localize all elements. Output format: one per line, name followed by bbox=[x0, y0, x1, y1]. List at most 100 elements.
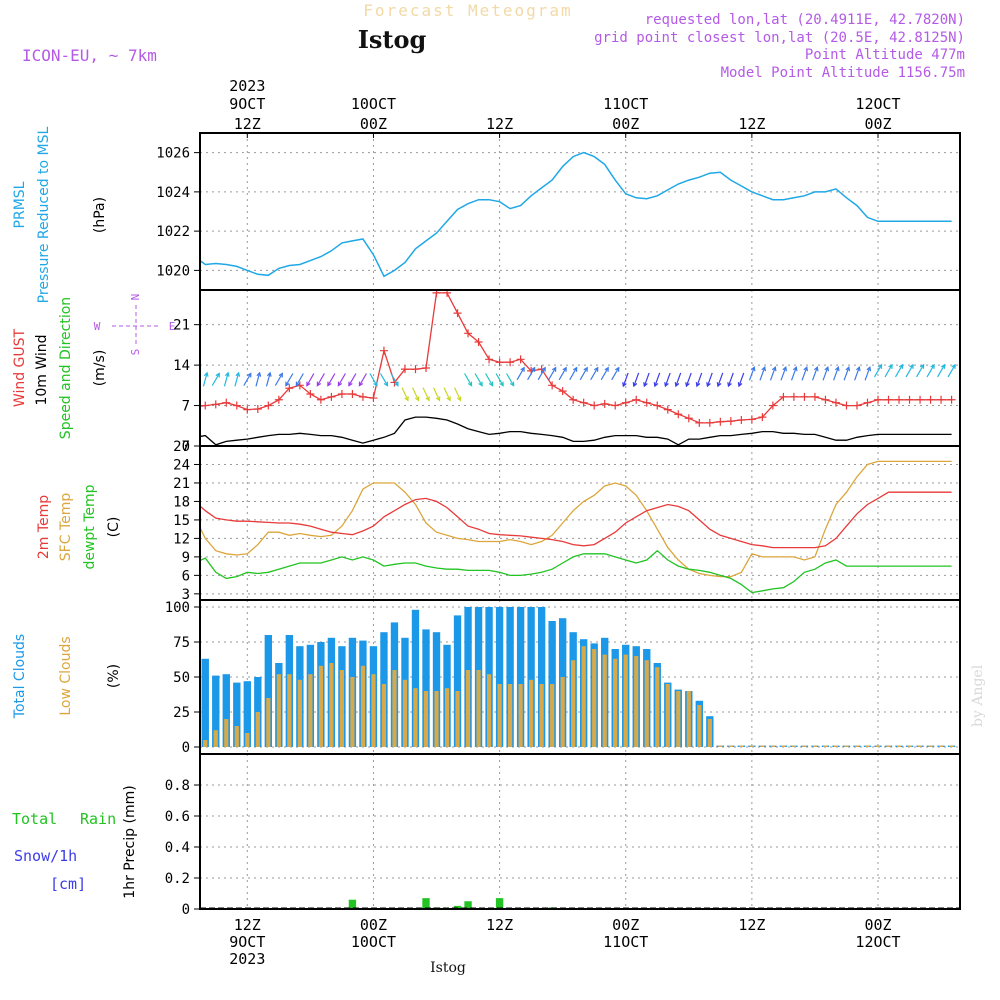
low-cloud-bar bbox=[886, 745, 891, 747]
model-altitude: Model Point Altitude 1156.75m bbox=[721, 65, 965, 81]
low-cloud-bar bbox=[402, 679, 408, 747]
wind-arrow-head bbox=[792, 366, 798, 372]
wind-arrow-head bbox=[337, 381, 343, 387]
wind-direction-arrow bbox=[348, 373, 357, 386]
bottom-time-label: 10OCT bbox=[351, 933, 396, 951]
low-cloud-bar bbox=[571, 660, 576, 747]
low-cloud-bar bbox=[266, 698, 271, 747]
low-cloud-bar bbox=[665, 684, 670, 747]
wind-direction-arrow bbox=[234, 372, 240, 387]
low-cloud-bar bbox=[245, 733, 250, 747]
gust-line bbox=[201, 292, 952, 424]
precip-ytick-label: 0.8 bbox=[165, 778, 190, 794]
total-cloud-bar bbox=[191, 674, 198, 747]
temp-ytick-label: 3 bbox=[182, 587, 190, 603]
gust-marker bbox=[170, 403, 178, 411]
low-cloud-bar bbox=[224, 719, 229, 747]
wind-direction-arrow bbox=[843, 366, 850, 381]
wind-arrow-head bbox=[247, 372, 252, 378]
low-cloud-bar bbox=[172, 733, 176, 747]
low-cloud-bar bbox=[613, 658, 618, 747]
wind-arrow-head bbox=[614, 366, 620, 372]
wind-arrow-head bbox=[446, 396, 451, 402]
low-cloud-bar bbox=[928, 745, 933, 747]
gust-marker bbox=[495, 358, 504, 367]
wind-direction-arrow bbox=[811, 366, 818, 381]
wind-ytick-label: 21 bbox=[173, 318, 190, 334]
wind-arrow-head bbox=[750, 366, 756, 372]
total-cloud-bar bbox=[527, 607, 535, 747]
gust-marker bbox=[611, 401, 620, 410]
gust-marker bbox=[348, 390, 357, 398]
precip-ytick-label: 0.4 bbox=[165, 840, 190, 856]
temp-2m-line bbox=[201, 491, 952, 549]
wind-direction-arrow bbox=[443, 387, 451, 401]
gust-marker bbox=[400, 365, 409, 374]
wind-arrow-head bbox=[695, 382, 701, 388]
bottom-time-label: 12Z bbox=[234, 916, 261, 934]
compass-w: W bbox=[94, 320, 101, 333]
wind-arrow-head bbox=[664, 382, 669, 388]
low-cloud-bar bbox=[529, 679, 534, 747]
gust-marker bbox=[831, 398, 840, 407]
wind-arrow-head bbox=[813, 366, 819, 372]
wind-direction-arrow bbox=[675, 372, 682, 387]
gust-marker bbox=[232, 401, 241, 410]
wind-arrow-head bbox=[716, 382, 722, 388]
gust-marker bbox=[737, 416, 746, 424]
low-cloud-bar bbox=[655, 667, 660, 747]
wind-arrow-head bbox=[866, 366, 872, 372]
wind-arrow-head bbox=[572, 366, 578, 372]
wind-direction-arrow bbox=[685, 372, 692, 387]
wind-direction-arrow bbox=[717, 372, 724, 387]
temp-ytick-label: 9 bbox=[182, 550, 190, 566]
total-cloud-bar bbox=[212, 675, 220, 747]
wind-arrow-head bbox=[404, 396, 409, 402]
gust-marker bbox=[779, 392, 788, 401]
low-cloud-bar bbox=[507, 684, 513, 747]
gust-marker bbox=[663, 405, 672, 414]
wind-arrow-head bbox=[727, 382, 732, 388]
wind-arrow-head bbox=[583, 366, 588, 372]
rain-bar bbox=[495, 898, 504, 908]
wind-direction-arrow bbox=[379, 373, 388, 386]
precip-label-total: Total bbox=[12, 810, 57, 828]
low-cloud-bar bbox=[151, 716, 155, 747]
gust-marker bbox=[264, 401, 273, 410]
total-cloud-bar bbox=[139, 701, 146, 747]
temp-ytick-label: 15 bbox=[173, 513, 190, 529]
gust-marker bbox=[937, 395, 946, 404]
bottom-time-label: 9OCT bbox=[229, 933, 265, 951]
wind-arrow-head bbox=[685, 382, 690, 388]
wind-arrow-head bbox=[674, 382, 680, 388]
low-cloud-bar bbox=[339, 670, 345, 747]
wind-direction-arrow bbox=[833, 366, 839, 381]
pressure-panel-frame bbox=[199, 132, 961, 291]
low-cloud-bar bbox=[865, 745, 870, 747]
bottom-time-label: 11OCT bbox=[603, 933, 648, 951]
wind-arrow-head bbox=[278, 372, 283, 378]
total-cloud-bar bbox=[411, 609, 420, 747]
wind-direction-arrow bbox=[590, 367, 599, 381]
wind-direction-arrow bbox=[327, 373, 336, 386]
low-cloud-bar bbox=[707, 719, 712, 747]
precip-panel-frame bbox=[199, 753, 961, 910]
total-cloud-bar bbox=[453, 615, 462, 747]
wind-arrow-head bbox=[435, 396, 441, 402]
wind-direction-arrow bbox=[411, 387, 419, 401]
wind-arrow-head bbox=[425, 396, 430, 402]
gust-marker bbox=[464, 329, 473, 338]
wind-ytick-label: 14 bbox=[173, 358, 190, 374]
gust-marker bbox=[653, 401, 662, 410]
low-cloud-bar bbox=[287, 674, 292, 747]
gust-marker bbox=[358, 392, 367, 401]
low-cloud-bar bbox=[802, 745, 807, 747]
cloud-ytick-label: 100 bbox=[165, 600, 190, 616]
wind-arrow-head bbox=[499, 381, 504, 387]
wind-direction-arrow bbox=[905, 364, 914, 378]
wind-arrow-head bbox=[215, 372, 220, 378]
low-cloud-bar bbox=[770, 745, 775, 747]
low-cloud-bar bbox=[791, 745, 797, 747]
wind-arrow-head bbox=[224, 371, 230, 377]
low-cloud-bar bbox=[130, 694, 134, 747]
